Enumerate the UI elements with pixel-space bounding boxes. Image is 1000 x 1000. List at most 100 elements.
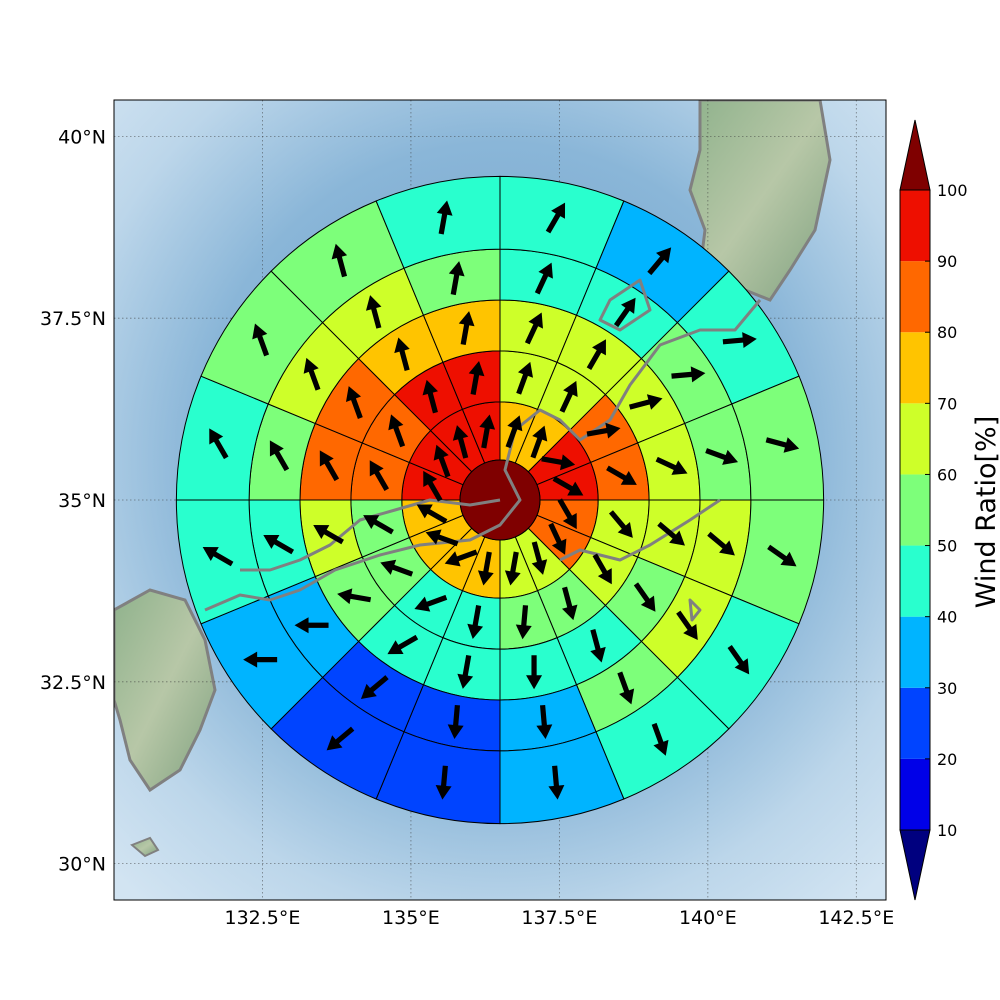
wind-arrow [727,645,750,675]
wind-arrow [444,549,478,567]
sector-cell [375,175,501,269]
wind-arrow [548,765,565,800]
y-tick-label: 40°N [58,126,106,148]
wind-arrow [209,428,229,460]
colorbar-segment [900,190,930,262]
wind-arrow [252,323,270,357]
wind-arrow [765,437,800,453]
wind-arrow [651,722,669,756]
colorbar-segment [900,403,930,475]
wind-arrow [452,425,469,459]
wind-arrow [387,634,419,655]
colorbar-segment [900,616,930,688]
colorbar-extend-bottom [899,829,931,901]
wind-arrow [477,551,494,586]
colorbar: 10 20 30 40 50 60 70 80 90 100 [899,119,968,901]
colorbar-segment [900,261,930,333]
wind-arrow [436,200,453,235]
x-tick-label: 137.5°E [521,907,597,929]
wind-arrow [479,414,496,449]
wind-arrow [671,366,706,383]
wind-arrow [657,521,685,546]
x-tick-label: 142.5°E [818,907,894,929]
wind-arrow [294,617,329,634]
y-tick-label: 35°N [58,490,106,512]
wind-arrow [326,726,355,751]
wind-arrow [363,515,394,535]
wind-arrow [629,394,663,410]
colorbar-tick-label: 10 [937,821,957,840]
wind-arrow [388,414,406,448]
wind-arrow [536,704,553,740]
colorbar-segment [900,474,930,546]
wind-arrow [552,476,584,496]
wind-arrow [505,415,523,449]
colorbar-tick-label: 70 [937,394,957,413]
wind-arrow [531,541,548,575]
colorbar-tick-label: 60 [937,465,957,484]
wind-arrow [592,553,612,585]
wind-arrow [526,655,543,690]
wind-arrow [534,262,553,295]
colorbar-tick-label: 30 [937,679,957,698]
wind-arrow [524,312,543,345]
y-tick-label: 32.5°N [40,672,106,694]
wind-arrow [433,444,451,478]
y-tick-label: 30°N [58,854,106,876]
x-tick-label: 132.5°E [225,907,301,929]
map-axis-ticks: 132.5°E 135°E 137.5°E 140°E 142.5°E 30°N 32.5°… [40,126,894,929]
colorbar-tick-label: 80 [937,323,957,342]
wind-arrow [559,380,578,413]
wind-arrow [541,454,576,471]
wind-arrow [705,448,739,465]
wind-arrow [303,357,321,391]
wind-arrow [313,525,344,545]
map-frame [113,99,887,901]
wind-arrow [202,547,234,567]
land-small-island [130,836,160,858]
wind-arrow [608,510,633,538]
coastline-overlay [204,278,762,622]
wind-arrow [263,534,295,555]
wind-arrow [337,588,372,605]
x-tick-label: 140°E [679,907,737,929]
wind-arrow [516,361,534,395]
colorbar-extend-top [899,119,931,191]
wind-arrow [468,361,485,395]
wind-arrow [423,470,443,502]
land-kyushu [114,588,217,793]
wind-arrow [548,522,567,555]
wind-arrow [425,529,459,547]
wind-arrow [435,765,452,800]
wind-arrow [722,332,757,349]
colorbar-tick-label: 50 [937,537,957,556]
colorbar-title: Wind Ratio[%] [971,416,1000,608]
wind-arrow [515,605,532,640]
wind-arrow [707,531,735,556]
wind-arrow [319,450,340,482]
wind-arrow [557,498,577,530]
wind-arrow [767,544,797,567]
wind-arrow [617,671,635,705]
map-panel [114,100,886,900]
wind-arrow [360,675,389,700]
wind-arrow [422,379,439,414]
wind-arrow [545,202,566,234]
colorbar-tick-label: 90 [937,252,957,271]
wind-arrow [586,339,606,371]
wind-arrow [458,311,475,346]
colorbar-segment [900,545,930,617]
wind-arrow [467,605,484,639]
wind-arrow [269,440,290,472]
y-tick-label: 37.5°N [40,308,106,330]
wind-arrow [586,422,621,439]
wind-arrow [416,504,448,524]
wind-arrow [633,582,656,612]
wind-arrow [414,594,448,612]
wind-arrow [243,651,278,668]
wind-arrow [613,297,636,328]
wind-arrow [504,551,521,586]
wind-arrow [606,465,637,485]
wind-arrow [380,559,414,577]
